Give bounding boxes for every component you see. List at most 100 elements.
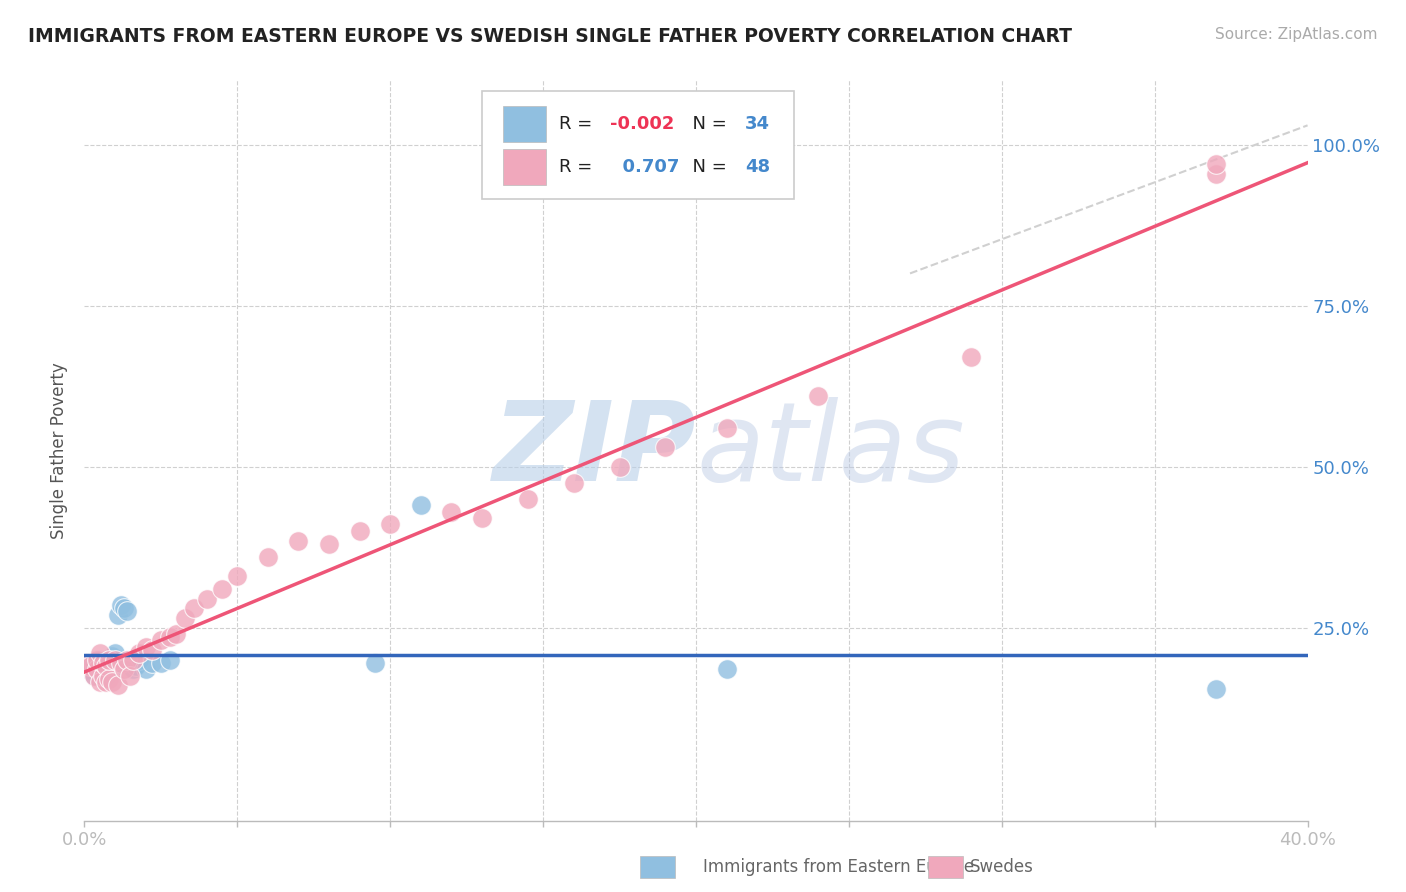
Text: Swedes: Swedes — [970, 858, 1033, 876]
Point — [960, 350, 983, 364]
Point — [211, 582, 233, 596]
Point — [107, 678, 129, 692]
Point — [79, 659, 101, 673]
Point — [440, 505, 463, 519]
Point — [165, 627, 187, 641]
Point — [1205, 167, 1227, 181]
Point — [807, 389, 830, 403]
Point — [318, 537, 340, 551]
Point — [107, 607, 129, 622]
Text: 0.707: 0.707 — [610, 158, 679, 176]
Point — [110, 598, 132, 612]
Point — [97, 653, 120, 667]
Point — [112, 662, 135, 676]
Point — [97, 672, 120, 686]
Text: atlas: atlas — [696, 397, 965, 504]
Point — [104, 653, 127, 667]
Point — [159, 653, 181, 667]
Point — [716, 662, 738, 676]
Point — [364, 656, 387, 670]
Point — [141, 643, 163, 657]
Point — [287, 533, 309, 548]
Point — [91, 669, 114, 683]
Bar — [503, 149, 546, 185]
Point — [97, 653, 120, 667]
Point — [141, 656, 163, 670]
Point — [159, 630, 181, 644]
Point — [91, 669, 114, 683]
Point — [104, 656, 127, 670]
Point — [101, 662, 124, 676]
Text: R =: R = — [560, 158, 598, 176]
Point — [76, 656, 98, 670]
Text: Source: ZipAtlas.com: Source: ZipAtlas.com — [1215, 27, 1378, 42]
Point — [609, 459, 631, 474]
Point — [654, 440, 676, 454]
Text: 34: 34 — [745, 115, 770, 133]
Point — [122, 653, 145, 667]
Point — [120, 669, 142, 683]
Point — [128, 653, 150, 667]
Point — [135, 662, 157, 676]
Point — [86, 662, 108, 676]
Point — [91, 656, 114, 670]
Point — [89, 646, 111, 660]
Point — [76, 662, 98, 676]
Point — [86, 662, 108, 676]
Bar — [503, 106, 546, 142]
Point — [83, 669, 105, 683]
Text: R =: R = — [560, 115, 598, 133]
Point — [516, 491, 538, 506]
Point — [135, 640, 157, 654]
Point — [128, 646, 150, 660]
Point — [110, 656, 132, 670]
Point — [409, 498, 432, 512]
Point — [94, 659, 117, 673]
Point — [562, 475, 585, 490]
Point — [101, 675, 124, 690]
Point — [174, 611, 197, 625]
Point — [89, 675, 111, 690]
Point — [101, 649, 124, 664]
Text: N =: N = — [682, 115, 733, 133]
Point — [112, 601, 135, 615]
Point — [86, 653, 108, 667]
Point — [79, 659, 101, 673]
Point — [89, 665, 111, 680]
Text: N =: N = — [682, 158, 733, 176]
Point — [226, 569, 249, 583]
Text: ZIP: ZIP — [492, 397, 696, 504]
Point — [115, 604, 138, 618]
Text: IMMIGRANTS FROM EASTERN EUROPE VS SWEDISH SINGLE FATHER POVERTY CORRELATION CHAR: IMMIGRANTS FROM EASTERN EUROPE VS SWEDIS… — [28, 27, 1073, 45]
Point — [97, 662, 120, 676]
Point — [1205, 157, 1227, 171]
Point — [716, 421, 738, 435]
Point — [257, 549, 280, 564]
Point — [104, 646, 127, 660]
Point — [125, 659, 148, 673]
Point — [471, 511, 494, 525]
Point — [183, 601, 205, 615]
Point — [94, 669, 117, 683]
Point — [94, 675, 117, 690]
Point — [195, 591, 218, 606]
Point — [89, 653, 111, 667]
Point — [120, 653, 142, 667]
Text: Immigrants from Eastern Europe: Immigrants from Eastern Europe — [703, 858, 974, 876]
Point — [83, 669, 105, 683]
Point — [94, 653, 117, 667]
Point — [149, 656, 172, 670]
Text: 48: 48 — [745, 158, 770, 176]
Point — [83, 656, 105, 670]
Point — [91, 656, 114, 670]
Point — [349, 524, 371, 538]
Point — [122, 662, 145, 676]
Point — [86, 653, 108, 667]
FancyBboxPatch shape — [482, 91, 794, 199]
Y-axis label: Single Father Poverty: Single Father Poverty — [51, 362, 69, 539]
Point — [380, 517, 402, 532]
Point — [149, 633, 172, 648]
Point — [1205, 681, 1227, 696]
Text: -0.002: -0.002 — [610, 115, 675, 133]
Point — [115, 653, 138, 667]
